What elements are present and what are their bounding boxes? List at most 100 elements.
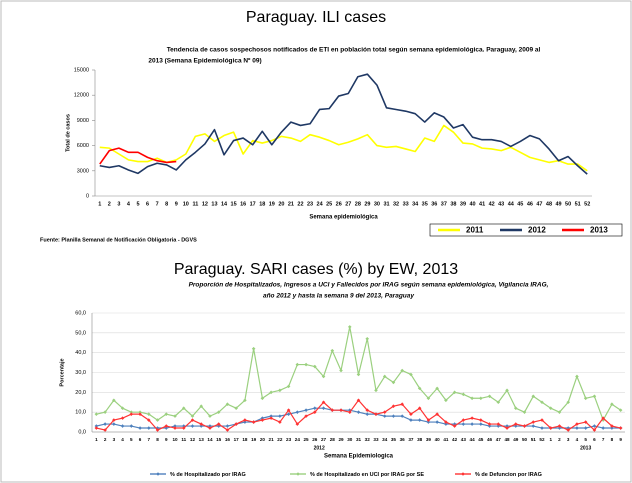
- series-marker: [216, 410, 221, 414]
- legend-label: % de Hospitalizado en UCI por IRAG por S…: [310, 472, 424, 478]
- series-marker: [181, 406, 186, 410]
- x-tick-label: 23: [286, 437, 292, 442]
- series-marker: [251, 346, 256, 351]
- series-marker: [295, 362, 300, 367]
- x-tick-label: 30: [347, 437, 353, 442]
- series-marker: [566, 428, 571, 432]
- series-marker: [146, 412, 151, 416]
- series-marker: [339, 368, 343, 373]
- series-marker: [103, 410, 107, 414]
- x-tick-label: 48: [504, 437, 510, 442]
- x-tick-label: 1: [95, 437, 98, 442]
- x-axis-label: Semana Epidemiologica: [324, 454, 394, 460]
- x-tick-label: 34: [382, 437, 388, 442]
- series-marker: [356, 398, 361, 403]
- series-marker: [548, 406, 553, 410]
- series-marker: [243, 418, 247, 422]
- x-tick-label: 19: [269, 201, 275, 207]
- series-marker: [505, 424, 509, 428]
- x-tick-label: 1: [98, 201, 101, 207]
- series-marker: [610, 402, 614, 407]
- x-tick-label: 12: [202, 201, 208, 207]
- series-marker: [583, 396, 588, 401]
- series-marker: [592, 428, 597, 432]
- series-marker: [400, 368, 404, 373]
- series-marker: [400, 402, 404, 407]
- series-marker: [129, 412, 134, 416]
- x-tick-label: 20: [278, 201, 284, 207]
- x-tick-label: 22: [277, 437, 283, 442]
- series-marker: [452, 422, 457, 426]
- series-marker: [330, 348, 335, 353]
- series-marker: [391, 414, 396, 418]
- series-marker: [610, 424, 614, 428]
- series-marker: [225, 424, 230, 428]
- series-marker: [522, 410, 527, 414]
- x-tick-label: 40: [469, 201, 475, 207]
- series-marker: [444, 398, 448, 403]
- y-tick-label: 20,0: [75, 390, 86, 396]
- x-tick-label: 32: [365, 437, 371, 442]
- x-tick-label: 10: [172, 437, 178, 442]
- series-marker: [120, 406, 125, 410]
- series-marker: [575, 374, 579, 379]
- series-marker: [496, 400, 501, 405]
- series-marker: [461, 422, 466, 426]
- series-marker: [199, 404, 204, 409]
- x-tick-label: 9: [165, 437, 168, 442]
- series-marker: [225, 428, 230, 432]
- x-tick-label: 8: [156, 437, 159, 442]
- x-tick-label: 26: [336, 201, 342, 207]
- x-tick-label: 11: [192, 201, 198, 207]
- series-marker: [610, 426, 614, 430]
- series-marker: [164, 424, 169, 428]
- series-marker: [260, 416, 265, 420]
- x-tick-label: 15: [216, 437, 222, 442]
- series-marker: [347, 408, 352, 412]
- y-tick-label: 3000: [77, 168, 89, 174]
- y-axis-label: Total de casos: [65, 114, 71, 152]
- x-tick-label: 7: [148, 437, 151, 442]
- x-tick-label: 35: [391, 437, 397, 442]
- x-tick-label: 46: [527, 201, 533, 207]
- x-tick-label: 2: [104, 437, 107, 442]
- y-tick-label: 0,0: [78, 429, 86, 435]
- x-tick-label: 27: [321, 437, 327, 442]
- chart-title: Tendencia de casos sospechosos notificad…: [167, 47, 541, 54]
- series-marker: [496, 424, 501, 428]
- chart-title: Proporción de Hospitalizados, Ingresos a…: [189, 282, 549, 289]
- x-tick-label: 25: [326, 201, 332, 207]
- x-tick-label: 27: [345, 201, 351, 207]
- x-tick-label: 3: [567, 437, 570, 442]
- x-tick-label: 17: [250, 201, 256, 207]
- series-marker: [601, 426, 605, 430]
- series-marker: [575, 422, 579, 426]
- x-tick-label: 38: [450, 201, 456, 207]
- x-tick-label: 26: [312, 437, 318, 442]
- series-marker: [566, 400, 571, 405]
- series-marker: [286, 384, 291, 389]
- x-tick-label: 36: [400, 437, 406, 442]
- x-tick-label: 20: [260, 437, 266, 442]
- x-tick-label: 5: [130, 437, 133, 442]
- y-tick-label: 10,0: [75, 410, 86, 416]
- series-marker: [269, 416, 273, 420]
- x-tick-label: 2: [558, 437, 561, 442]
- x-tick-label: 13: [211, 201, 217, 207]
- x-tick-label: 23: [307, 201, 313, 207]
- series-marker: [382, 414, 387, 418]
- series-marker: [496, 422, 501, 426]
- x-tick-label: 39: [426, 437, 432, 442]
- x-tick-label: 47: [536, 201, 542, 207]
- series-marker: [566, 426, 571, 430]
- x-tick-label: 37: [408, 437, 414, 442]
- series-marker: [557, 426, 562, 430]
- series-marker: [531, 424, 536, 428]
- x-tick-label: 41: [443, 437, 449, 442]
- series-marker: [513, 406, 518, 410]
- series-marker: [391, 380, 396, 385]
- series-marker: [112, 398, 116, 403]
- x-tick-label: 50: [522, 437, 528, 442]
